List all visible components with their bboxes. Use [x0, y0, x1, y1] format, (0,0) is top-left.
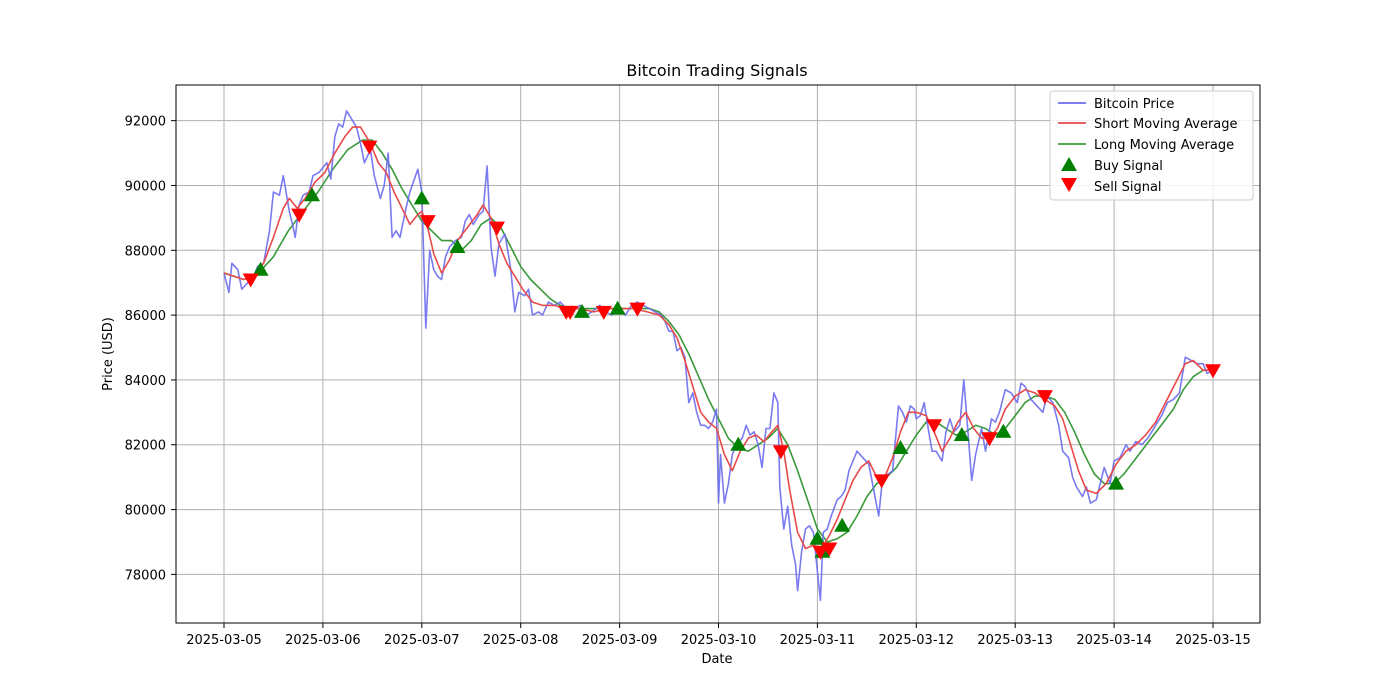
- chart-title: Bitcoin Trading Signals: [626, 61, 807, 80]
- buy-signal-marker: [892, 439, 909, 454]
- sell-signal-marker: [488, 221, 505, 236]
- series-lines: [223, 110, 1214, 602]
- y-axis-label: Price (USD): [101, 317, 116, 391]
- sell-signal-marker: [772, 445, 789, 460]
- buy-signal-marker: [449, 239, 466, 254]
- y-tick-label: 92000: [125, 115, 166, 130]
- y-tick-label: 80000: [125, 504, 166, 519]
- sell-signal-marker: [361, 140, 378, 155]
- legend-label-sell: Sell Signal: [1094, 180, 1162, 195]
- y-tick-label: 88000: [125, 244, 166, 259]
- buy-signal-marker: [730, 436, 747, 451]
- buy-signal-marker: [609, 300, 626, 315]
- legend-label-long: Long Moving Average: [1094, 138, 1234, 153]
- legend: Bitcoin Price Short Moving Average Long …: [1049, 90, 1254, 201]
- y-tick-label: 84000: [125, 374, 166, 389]
- x-tick-label: 2025-03-12: [879, 633, 955, 648]
- buy-signal-marker: [953, 427, 970, 442]
- sell-signal-marker: [812, 545, 829, 560]
- sell-signal-marker: [242, 273, 259, 288]
- x-tick-label: 2025-03-14: [1076, 633, 1152, 648]
- sell-signal-marker: [926, 419, 943, 434]
- sell-signal-marker: [595, 305, 612, 320]
- x-tick-label: 2025-03-15: [1175, 633, 1251, 648]
- buy-signal-marker: [252, 261, 269, 276]
- legend-box: [1049, 90, 1254, 201]
- signal-markers: [242, 140, 1221, 560]
- plot-area-frame: [175, 84, 1261, 624]
- buy-signal-marker: [834, 517, 851, 532]
- legend-label-short: Short Moving Average: [1094, 117, 1238, 132]
- series-line-bitcoin-price: [223, 110, 1214, 602]
- x-tick-label: 2025-03-06: [285, 633, 361, 648]
- buy-signal-marker: [304, 187, 321, 202]
- x-tick-label: 2025-03-05: [186, 633, 262, 648]
- sell-signal-marker: [562, 305, 579, 320]
- buy-signal-marker: [1108, 475, 1125, 490]
- x-axis-label: Date: [701, 652, 732, 667]
- sell-signal-marker: [1205, 364, 1221, 379]
- x-tick-label: 2025-03-07: [384, 633, 460, 648]
- x-tick-label: 2025-03-09: [582, 633, 658, 648]
- x-tick-label: 2025-03-13: [977, 633, 1053, 648]
- legend-buy-triangle-icon: [1061, 157, 1077, 171]
- sell-signal-marker: [873, 474, 890, 489]
- y-tick-label: 78000: [125, 568, 166, 583]
- sell-signal-marker: [419, 215, 436, 230]
- x-tick-label: 2025-03-10: [681, 633, 757, 648]
- y-tick-label: 86000: [125, 309, 166, 324]
- legend-label-price: Bitcoin Price: [1094, 97, 1174, 112]
- y-tick-label: 90000: [125, 179, 166, 194]
- buy-signal-marker: [574, 303, 591, 318]
- x-axis-ticks: 2025-03-05 2025-03-06 2025-03-07 2025-03-08…: [186, 623, 1251, 648]
- legend-sell-triangle-icon: [1061, 178, 1077, 192]
- sell-signal-marker: [291, 208, 308, 223]
- y-tick-label: 82000: [125, 439, 166, 454]
- legend-label-buy: Buy Signal: [1094, 159, 1163, 174]
- buy-signal-marker: [413, 190, 430, 205]
- x-tick-label: 2025-03-08: [483, 633, 559, 648]
- sell-signal-marker: [1036, 390, 1053, 405]
- sell-signal-marker: [629, 302, 646, 317]
- series-line-short-ma: [223, 126, 1213, 550]
- sell-signal-marker: [821, 542, 838, 557]
- buy-signal-marker: [809, 530, 826, 545]
- buy-signal-marker: [995, 423, 1012, 438]
- x-tick-label: 2025-03-11: [780, 633, 856, 648]
- y-axis-ticks: 78000 80000 82000 84000 86000 88000 90000 92000: [125, 115, 176, 583]
- sell-signal-marker: [981, 432, 998, 447]
